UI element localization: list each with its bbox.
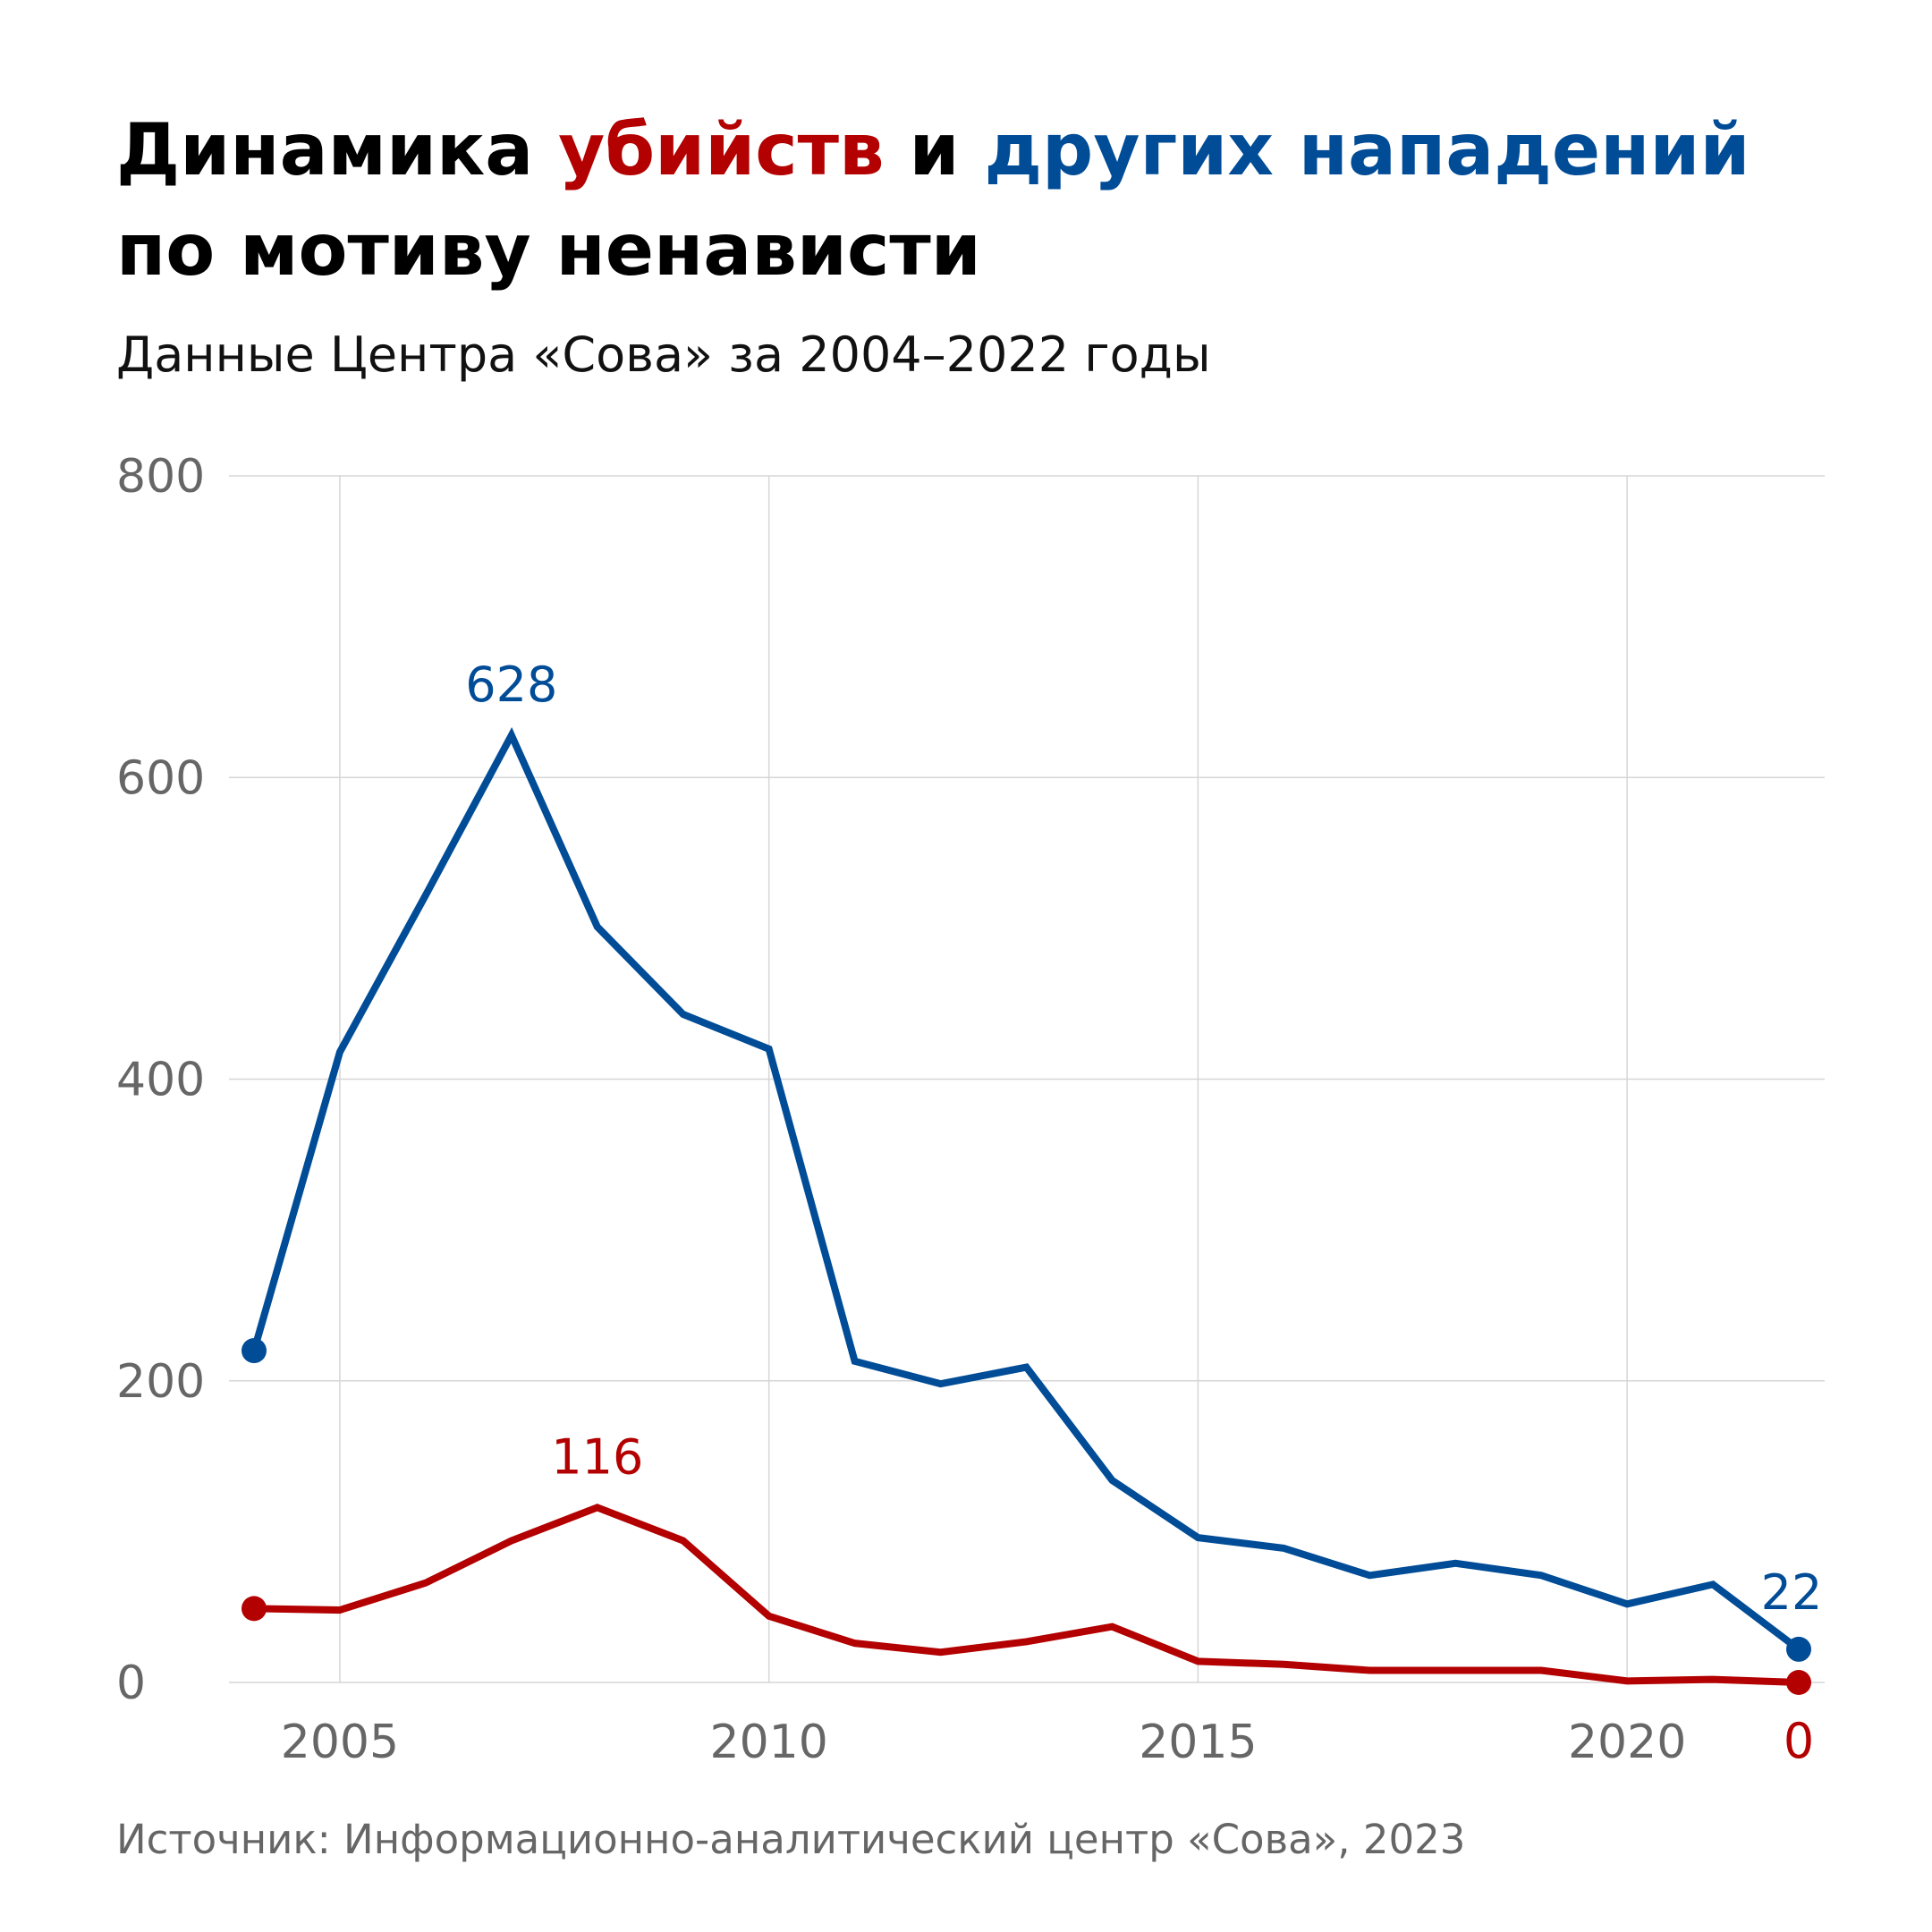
chart-subtitle: Данные Центра «Сова» за 2004–2022 годы bbox=[116, 326, 1211, 383]
title-attacks: других нападений bbox=[984, 108, 1750, 191]
series-start-point bbox=[242, 1338, 267, 1364]
y-tick-label: 600 bbox=[116, 751, 205, 805]
y-tick-label: 800 bbox=[116, 450, 205, 504]
y-tick-label: 0 bbox=[116, 1657, 146, 1710]
title-line2: по мотиву ненависти bbox=[116, 208, 981, 292]
x-tick-label: 2010 bbox=[709, 1716, 827, 1769]
y-tick-label: 200 bbox=[116, 1355, 205, 1409]
title-part: Динамика bbox=[116, 108, 559, 191]
series-line-murders bbox=[253, 1504, 1800, 1686]
chart-title: Динамика убийств и других нападений по м… bbox=[116, 100, 1750, 301]
data-label: 0 bbox=[1784, 1713, 1814, 1769]
series-end-point bbox=[1786, 1636, 1811, 1662]
x-tick-label: 2015 bbox=[1139, 1716, 1257, 1769]
series-end-point bbox=[1786, 1670, 1811, 1695]
title-murders: убийств bbox=[558, 108, 885, 191]
title-part: и bbox=[884, 108, 985, 191]
x-tick-label: 2005 bbox=[281, 1716, 399, 1769]
x-tick-label: 2020 bbox=[1568, 1716, 1686, 1769]
data-label: 22 bbox=[1761, 1564, 1823, 1621]
data-label: 628 bbox=[465, 657, 557, 713]
series-start-point bbox=[242, 1596, 267, 1622]
data-label: 116 bbox=[551, 1428, 643, 1485]
y-tick-label: 400 bbox=[116, 1054, 205, 1107]
source-note: Источник: Информационно-аналитический це… bbox=[116, 1816, 1466, 1863]
series-line-attacks bbox=[250, 726, 1801, 1653]
